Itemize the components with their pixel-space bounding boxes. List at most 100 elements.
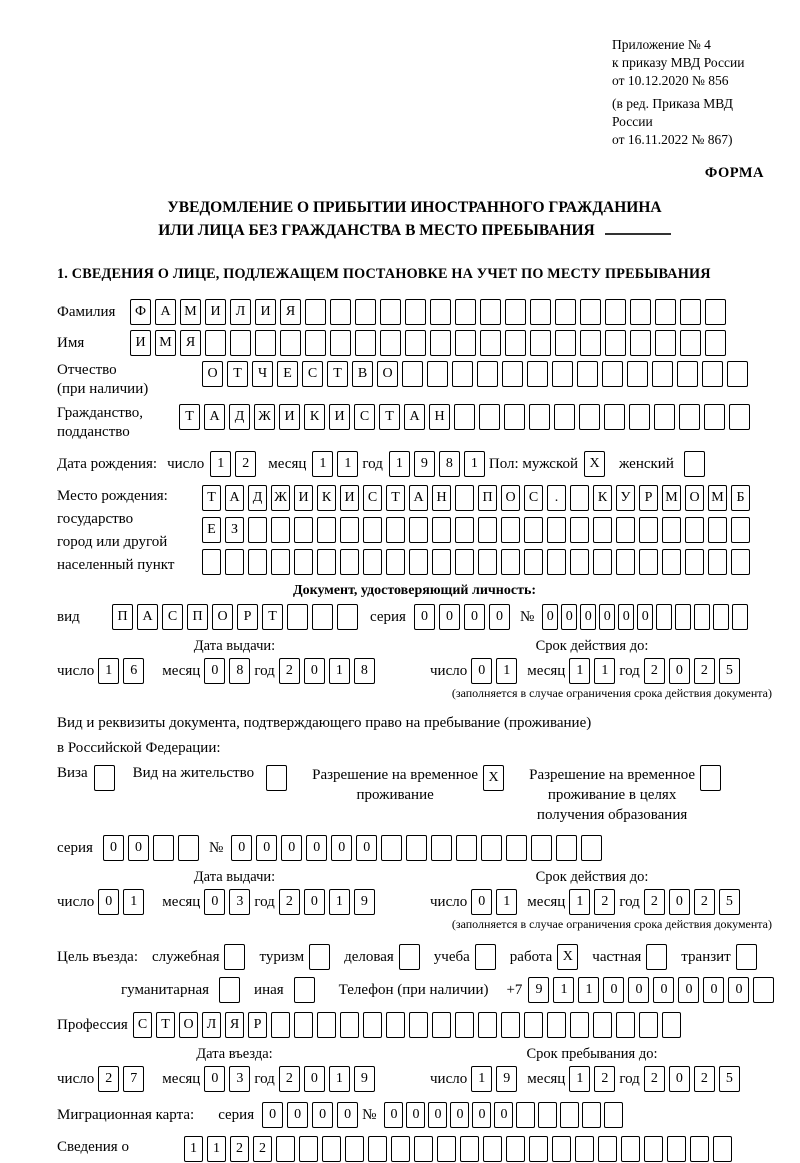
char-box[interactable] [656,604,673,630]
char-box[interactable]: 0 [331,835,353,861]
char-box[interactable]: А [137,604,158,630]
char-box[interactable]: Р [248,1012,267,1038]
char-box[interactable]: 0 [463,604,485,630]
char-box[interactable] [577,361,598,387]
char-box[interactable] [547,549,566,575]
char-box[interactable]: М [662,485,681,511]
char-box[interactable] [555,330,576,356]
sex-male-checkbox[interactable]: X [584,451,606,477]
char-box[interactable]: И [329,404,350,430]
char-box[interactable]: 1 [312,451,334,477]
char-box[interactable]: А [404,404,425,430]
char-box[interactable]: 1 [210,451,232,477]
char-box[interactable]: Я [225,1012,244,1038]
char-box[interactable]: Л [202,1012,221,1038]
char-box[interactable] [604,1102,624,1128]
char-box[interactable]: 1 [569,1066,591,1092]
char-box[interactable] [205,330,226,356]
char-box[interactable]: Т [386,485,405,511]
char-box[interactable] [516,1102,536,1128]
char-box[interactable] [731,549,750,575]
char-box[interactable] [363,517,382,543]
char-box[interactable]: Т [179,404,200,430]
char-box[interactable]: 5 [718,889,740,915]
char-box[interactable]: 5 [718,1066,740,1092]
char-box[interactable] [616,1012,635,1038]
char-box[interactable] [501,549,520,575]
char-box[interactable]: Н [429,404,450,430]
char-box[interactable]: 2 [235,451,257,477]
char-box[interactable] [704,404,725,430]
char-box[interactable] [355,299,376,325]
char-box[interactable]: С [524,485,543,511]
char-box[interactable] [363,549,382,575]
char-box[interactable]: 0 [542,604,559,630]
char-box[interactable]: А [155,299,176,325]
char-box[interactable]: П [478,485,497,511]
char-box[interactable] [409,1012,428,1038]
char-box[interactable]: 2 [594,1066,616,1092]
char-box[interactable] [248,549,267,575]
char-box[interactable]: Т [227,361,248,387]
char-box[interactable] [455,299,476,325]
temp-residence-checkbox[interactable]: X [483,765,505,791]
char-box[interactable]: 8 [438,451,460,477]
char-box[interactable]: 1 [553,977,575,1003]
char-box[interactable] [280,330,301,356]
char-box[interactable] [505,299,526,325]
char-box[interactable]: Ж [271,485,290,511]
char-box[interactable]: 1 [496,889,518,915]
char-box[interactable]: 0 [204,658,226,684]
char-box[interactable] [305,330,326,356]
char-box[interactable] [477,361,498,387]
char-box[interactable] [481,835,503,861]
char-box[interactable]: С [302,361,323,387]
char-box[interactable]: 9 [496,1066,518,1092]
char-box[interactable]: 0 [471,889,493,915]
purpose-private-checkbox[interactable] [646,944,668,970]
char-box[interactable]: К [593,485,612,511]
char-box[interactable] [501,1012,520,1038]
char-box[interactable] [322,1136,341,1162]
char-box[interactable]: 0 [356,835,378,861]
char-box[interactable]: Е [202,517,221,543]
char-box[interactable]: 1 [184,1136,203,1162]
char-box[interactable] [690,1136,709,1162]
char-box[interactable]: 0 [703,977,725,1003]
char-box[interactable]: 0 [98,889,120,915]
char-box[interactable]: 1 [98,658,120,684]
char-box[interactable] [437,1136,456,1162]
char-box[interactable] [455,517,474,543]
char-box[interactable] [531,835,553,861]
char-box[interactable] [581,835,603,861]
char-box[interactable]: 3 [229,1066,251,1092]
char-box[interactable] [479,404,500,430]
char-box[interactable] [483,1136,502,1162]
char-box[interactable] [570,517,589,543]
char-box[interactable] [432,1012,451,1038]
char-box[interactable] [593,1012,612,1038]
char-box[interactable]: О [377,361,398,387]
char-box[interactable] [639,1012,658,1038]
char-box[interactable]: 2 [643,658,665,684]
char-box[interactable]: 9 [413,451,435,477]
char-box[interactable]: 2 [253,1136,272,1162]
char-box[interactable]: И [130,330,151,356]
char-box[interactable] [460,1136,479,1162]
char-box[interactable]: 0 [303,889,325,915]
purpose-study-checkbox[interactable] [474,944,496,970]
char-box[interactable]: В [352,361,373,387]
char-box[interactable]: Ф [130,299,151,325]
char-box[interactable]: 2 [643,889,665,915]
char-box[interactable] [502,361,523,387]
char-box[interactable]: Д [229,404,250,430]
char-box[interactable] [340,1012,359,1038]
char-box[interactable]: С [354,404,375,430]
char-box[interactable]: Р [237,604,258,630]
char-box[interactable]: 2 [278,658,300,684]
char-box[interactable] [655,299,676,325]
char-box[interactable]: М [155,330,176,356]
char-box[interactable] [694,604,711,630]
char-box[interactable]: О [212,604,233,630]
char-box[interactable]: . [547,485,566,511]
